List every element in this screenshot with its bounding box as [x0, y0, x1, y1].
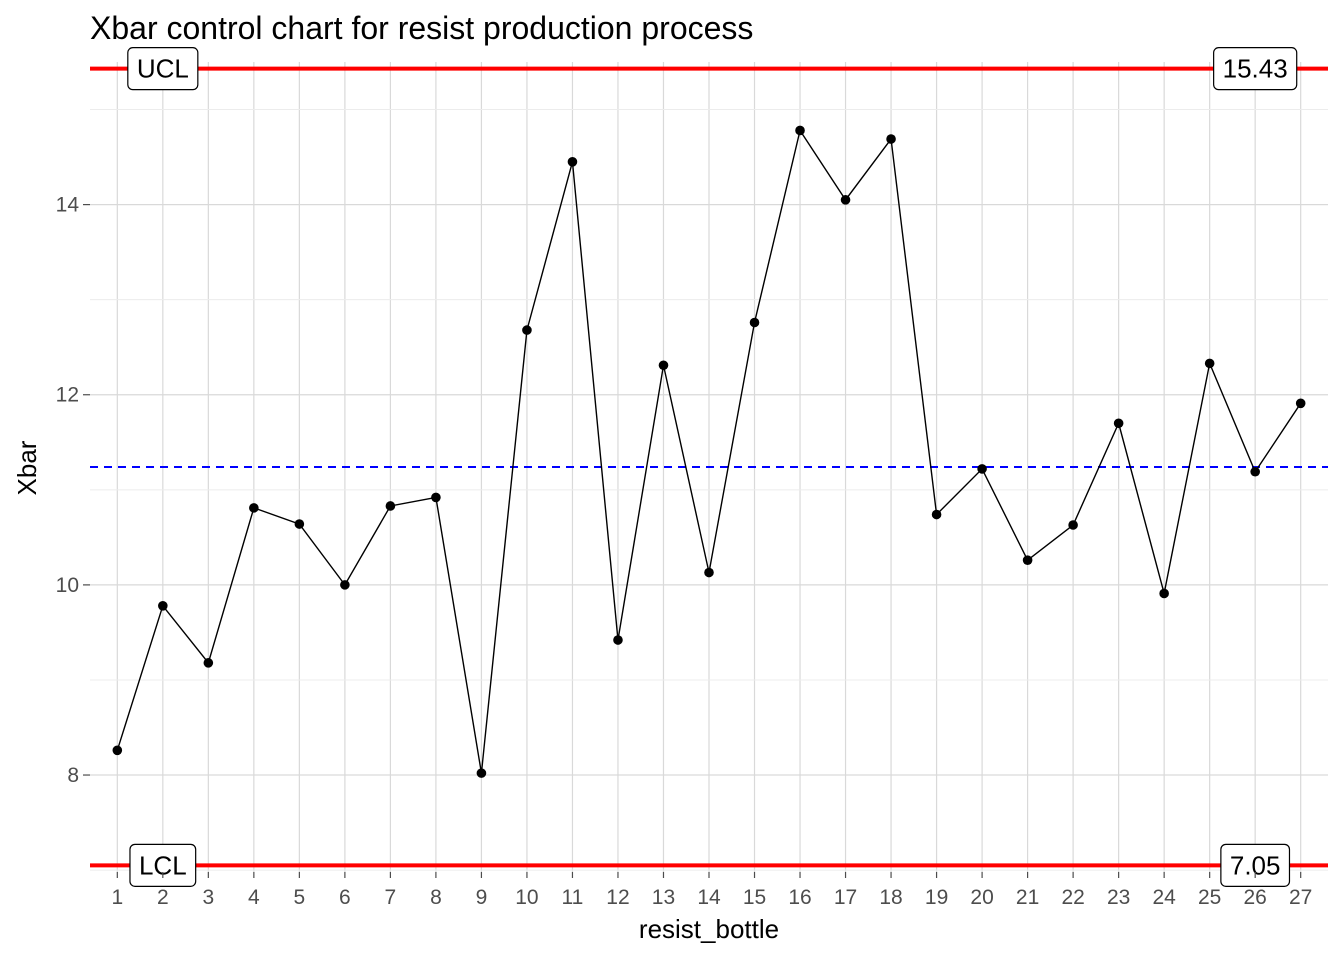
data-point	[385, 501, 396, 511]
x-tick-label: 21	[1016, 886, 1039, 909]
lcl-value-label-box	[1220, 843, 1291, 887]
lcl-label-box	[129, 843, 197, 887]
x-tick-label: 24	[1152, 886, 1176, 909]
ucl-value-label: 15.43	[1213, 47, 1298, 91]
data-point	[1022, 555, 1033, 565]
ucl-label-box	[127, 47, 199, 91]
x-tick-label: 16	[788, 886, 811, 909]
data-point	[567, 157, 578, 167]
x-tick-label: 2	[157, 886, 169, 909]
ucl-label: UCL	[127, 47, 199, 91]
data-point	[613, 635, 623, 645]
y-tick-label: 8	[67, 764, 79, 787]
x-tick-label: 23	[1107, 886, 1130, 909]
lcl-value-label: 7.05	[1220, 843, 1291, 887]
y-tick-label: 12	[56, 384, 79, 407]
data-point	[1250, 466, 1260, 477]
x-tick-label: 1	[111, 886, 123, 909]
x-tick-label: 12	[606, 886, 629, 909]
x-tick-label: 6	[339, 886, 351, 909]
x-tick-label: 15	[743, 886, 766, 909]
data-point	[294, 519, 305, 529]
series-xbar	[112, 125, 1306, 778]
y-tick-label: 14	[56, 194, 80, 217]
x-tick-label: 10	[515, 886, 538, 909]
data-point	[931, 509, 942, 520]
ucl-label-text: UCL	[137, 54, 189, 84]
data-point	[1113, 418, 1124, 429]
x-tick-label: 27	[1289, 886, 1312, 909]
x-tick-label: 13	[652, 886, 675, 909]
x-tick-label: 4	[248, 886, 260, 909]
x-tick-label: 19	[925, 886, 948, 909]
data-point	[795, 125, 805, 136]
data-point	[431, 492, 441, 503]
data-point	[476, 768, 487, 778]
data-point	[840, 195, 851, 205]
x-tick-label: 22	[1061, 886, 1084, 909]
data-point	[158, 601, 168, 611]
data-point	[658, 360, 669, 371]
data-point	[1204, 358, 1215, 369]
x-tick-label: 26	[1243, 886, 1266, 909]
data-point	[203, 658, 214, 668]
chart-title: Xbar control chart for resist production…	[90, 10, 754, 46]
data-point	[977, 464, 987, 474]
y-axis-title: Xbar	[12, 440, 42, 495]
data-point	[522, 325, 532, 335]
lcl-label: LCL	[129, 843, 197, 887]
y-tick-label: 10	[56, 574, 79, 597]
x-tick-label: 5	[294, 886, 306, 909]
x-tick-label: 7	[385, 886, 397, 909]
data-point	[1159, 588, 1169, 599]
x-tick-label: 20	[970, 886, 993, 909]
x-tick-label: 14	[697, 886, 721, 909]
x-tick-label: 8	[430, 886, 442, 909]
x-tick-label: 3	[202, 886, 214, 909]
ucl-value-label-text: 15.43	[1223, 54, 1288, 84]
data-point	[249, 503, 259, 513]
data-point	[112, 745, 123, 756]
x-tick-label: 11	[562, 886, 584, 909]
x-axis-title: resist_bottle	[639, 914, 779, 944]
x-tick-label: 18	[879, 886, 902, 909]
data-point	[340, 580, 350, 590]
data-point	[704, 567, 714, 578]
limit-labels: UCL 15.43 LCL 7.05	[127, 47, 1298, 887]
data-point	[1295, 398, 1306, 409]
x-tick-label: 25	[1198, 886, 1221, 909]
control-limits	[90, 66, 1328, 868]
data-point	[1068, 520, 1078, 530]
x-tick-label: 9	[476, 886, 488, 909]
x-tick-label: 17	[834, 886, 857, 909]
data-point	[886, 134, 896, 144]
axis-ticks: 1 2 3 4 5 6 7 8 9 10 11 12 13 14 15 16 17 18 19 20 21 22 23 24 2…	[56, 194, 1313, 909]
data-point	[749, 317, 760, 328]
ucl-value-label-box	[1213, 47, 1298, 91]
